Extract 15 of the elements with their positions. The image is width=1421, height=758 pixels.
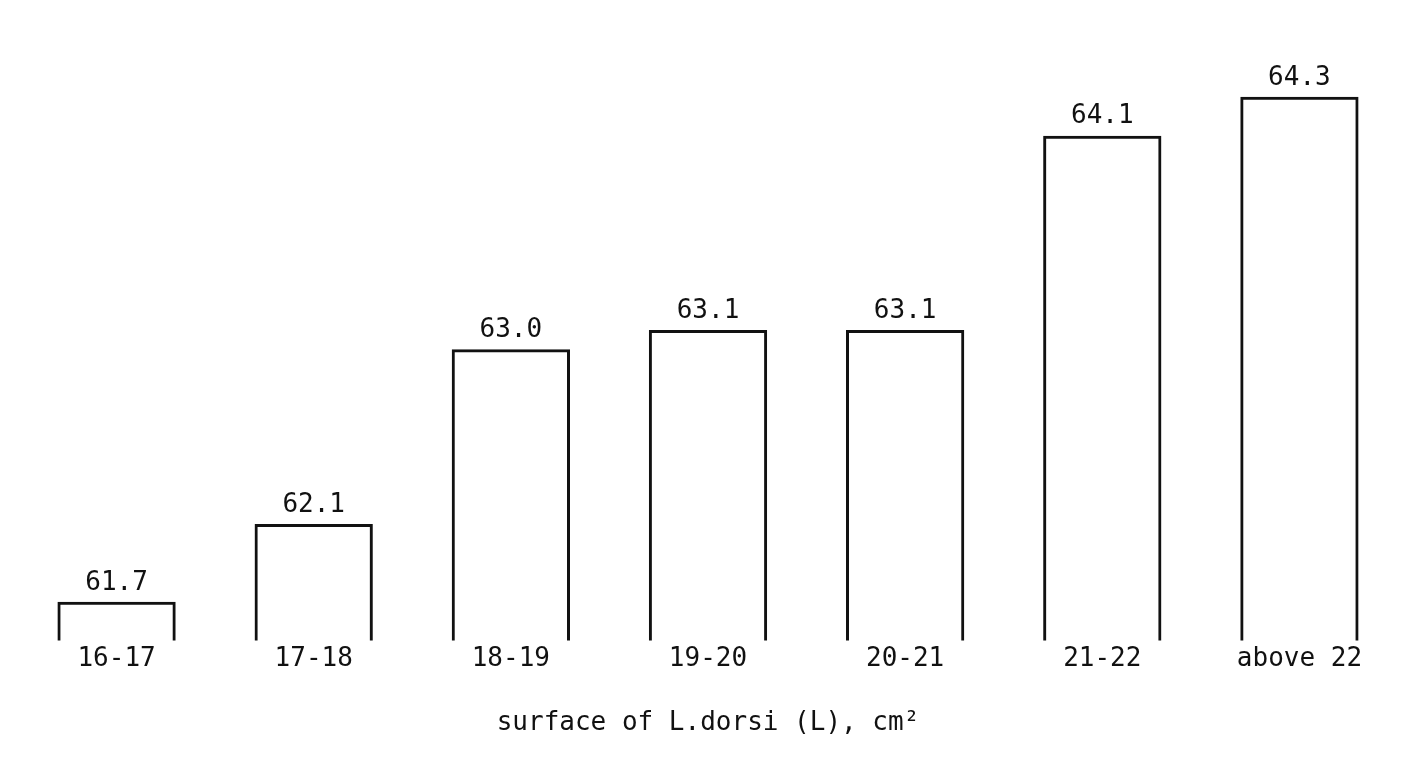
data-label: 63.1 <box>873 293 937 324</box>
x-tick-label: 18-19 <box>471 641 550 672</box>
x-tick-label: 17-18 <box>274 641 353 672</box>
data-label: 61.7 <box>85 565 148 596</box>
data-label: 63.1 <box>676 293 740 324</box>
x-tick-label: 21-22 <box>1063 641 1142 672</box>
x-tick-label: 19-20 <box>668 641 748 672</box>
data-label: 62.1 <box>282 487 346 518</box>
x-tick-label: 20-21 <box>866 641 945 672</box>
x-axis-title: surface of L.dorsi (L), cm² <box>496 706 920 737</box>
x-tick-label: above 22 <box>1236 641 1363 672</box>
x-tick-label: 16-17 <box>77 641 156 672</box>
data-label: 64.1 <box>1070 99 1134 130</box>
data-label: 64.3 <box>1268 60 1331 91</box>
data-label: 63.0 <box>479 313 543 344</box>
